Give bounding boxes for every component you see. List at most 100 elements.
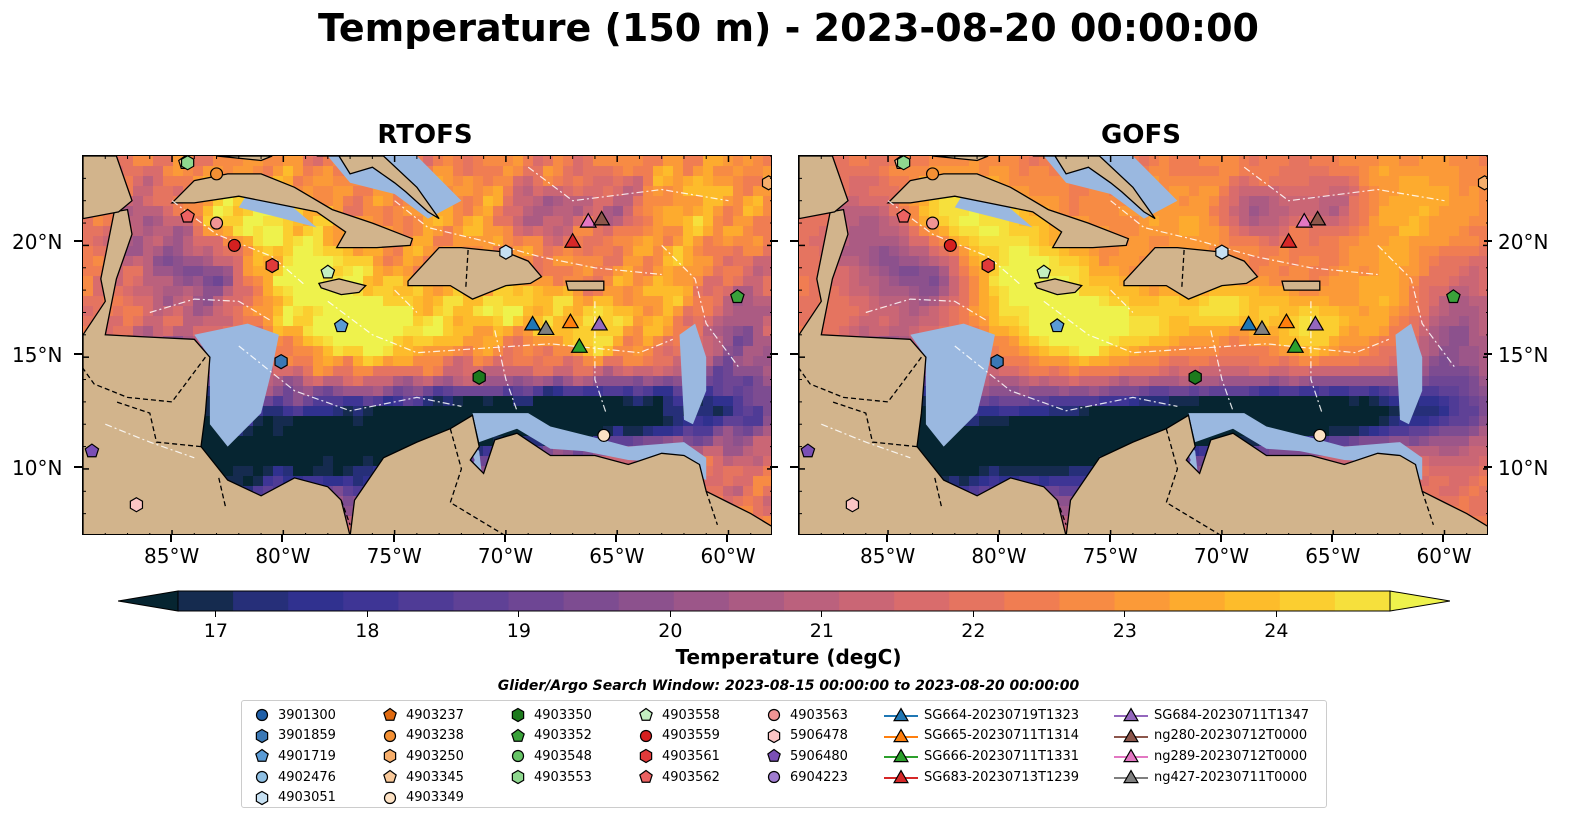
legend-marker-pentagon xyxy=(639,769,653,783)
lat-label-10n-right: 10°N xyxy=(1498,456,1549,480)
eez-lines xyxy=(821,166,1457,459)
observation-marker[interactable] xyxy=(180,156,195,171)
observation-marker[interactable] xyxy=(590,315,609,331)
observation-marker[interactable] xyxy=(537,319,555,336)
observation-marker[interactable] xyxy=(943,238,957,252)
lat-tick-right xyxy=(1484,353,1492,355)
colorbar-segment xyxy=(1279,591,1336,611)
observation-marker[interactable] xyxy=(523,315,542,331)
observation-marker[interactable] xyxy=(1446,289,1461,304)
lat-tick-right xyxy=(1484,240,1492,242)
legend-marker-triangle-line xyxy=(1123,707,1139,722)
lon-label-rtofs: 80°W xyxy=(255,544,311,568)
observation-marker[interactable] xyxy=(925,216,940,230)
colorbar-tick xyxy=(215,611,217,617)
observation-marker[interactable] xyxy=(800,443,816,458)
observation-marker[interactable] xyxy=(333,318,349,333)
observation-marker[interactable] xyxy=(761,175,772,191)
observation-marker[interactable] xyxy=(925,167,940,181)
observation-marker[interactable] xyxy=(265,257,279,274)
observation-marker[interactable] xyxy=(1286,337,1305,353)
legend-title: Glider/Argo Search Window: 2023-08-15 00… xyxy=(497,678,1080,694)
observation-marker[interactable] xyxy=(1049,318,1065,333)
legend-item: ng289-20230712T0000 xyxy=(1114,746,1309,767)
colorbar-segment xyxy=(233,591,289,611)
observation-marker[interactable] xyxy=(1277,313,1296,329)
lon-tick xyxy=(170,535,173,542)
observation-marker[interactable] xyxy=(1306,315,1325,331)
legend-item: 4903349 xyxy=(380,787,464,808)
colorbar-tick xyxy=(972,611,974,617)
legend-marker-hexagon xyxy=(511,769,525,785)
observation-marker[interactable] xyxy=(1239,315,1258,331)
observation-marker[interactable] xyxy=(1295,212,1314,228)
land-jamaica xyxy=(317,278,367,296)
observation-marker[interactable] xyxy=(1253,319,1271,336)
observation-marker[interactable] xyxy=(1188,369,1202,385)
observation-marker[interactable] xyxy=(499,244,513,260)
observation-marker[interactable] xyxy=(730,289,745,304)
legend-item: 4902476 xyxy=(252,767,336,788)
rtofs-map[interactable] xyxy=(82,155,772,535)
eez-lines xyxy=(105,166,741,459)
lat-tick-inner xyxy=(790,466,798,468)
observation-marker[interactable] xyxy=(1477,175,1488,191)
legend-item: SG665-20230711T1314 xyxy=(884,726,1079,747)
observation-marker[interactable] xyxy=(274,353,288,370)
observation-marker[interactable] xyxy=(1279,232,1298,248)
colorbar-segment xyxy=(894,591,950,611)
legend-item: SG683-20230713T1239 xyxy=(884,767,1079,788)
colorbar-segment xyxy=(1169,591,1226,611)
observation-marker[interactable] xyxy=(579,212,598,228)
legend-label: 4903345 xyxy=(406,769,464,785)
legend-label: 4903553 xyxy=(534,769,592,785)
observation-marker[interactable] xyxy=(129,497,144,513)
observation-marker[interactable] xyxy=(1036,264,1052,279)
observation-marker[interactable] xyxy=(227,238,241,252)
observation-marker[interactable] xyxy=(209,167,224,181)
lat-tick-inner xyxy=(790,353,798,355)
observation-marker[interactable] xyxy=(1313,428,1327,442)
legend-marker-triangle-line xyxy=(1123,748,1139,763)
observation-marker[interactable] xyxy=(472,369,486,385)
observation-marker[interactable] xyxy=(561,313,580,329)
lon-label-rtofs: 60°W xyxy=(700,544,756,568)
observation-marker[interactable] xyxy=(84,443,100,458)
legend-label: 4903250 xyxy=(406,748,464,764)
observation-marker[interactable] xyxy=(896,156,911,171)
observation-marker[interactable] xyxy=(563,232,582,248)
observation-marker[interactable] xyxy=(209,216,224,230)
land-puerto-rico xyxy=(1281,280,1321,291)
observation-marker[interactable] xyxy=(990,353,1004,370)
lat-tick-right xyxy=(1484,466,1492,468)
legend-label: SG665-20230711T1314 xyxy=(924,728,1080,744)
observation-marker[interactable] xyxy=(845,497,860,513)
colorbar-segment xyxy=(618,591,675,611)
observation-marker[interactable] xyxy=(180,208,195,223)
observation-marker[interactable] xyxy=(981,257,995,274)
lon-tick xyxy=(615,535,618,542)
observation-marker[interactable] xyxy=(320,264,336,279)
lon-tick xyxy=(726,535,729,542)
observation-marker[interactable] xyxy=(570,337,589,353)
legend-marker-pentagon xyxy=(383,708,397,722)
axis-ticks xyxy=(83,156,771,534)
observation-marker[interactable] xyxy=(597,428,611,442)
colorbar-tick xyxy=(1124,611,1126,617)
observation-marker[interactable] xyxy=(896,208,911,223)
colorbar-segment xyxy=(784,591,840,611)
legend-item: 4903350 xyxy=(508,705,592,726)
lon-tick xyxy=(503,535,506,542)
observation-marker[interactable] xyxy=(1308,210,1327,226)
lon-label-gofs: 65°W xyxy=(1305,544,1361,568)
observation-marker[interactable] xyxy=(1215,244,1229,260)
legend-marker-triangle-line xyxy=(893,728,909,743)
colorbar-segment xyxy=(839,591,895,611)
legend-item: 4901719 xyxy=(252,746,336,767)
colorbar-extend-high xyxy=(1389,590,1451,612)
lon-tick xyxy=(886,535,889,542)
land xyxy=(799,156,1487,534)
legend-marker-circle xyxy=(511,750,525,763)
observation-marker[interactable] xyxy=(592,210,611,226)
gofs-map[interactable] xyxy=(798,155,1488,535)
